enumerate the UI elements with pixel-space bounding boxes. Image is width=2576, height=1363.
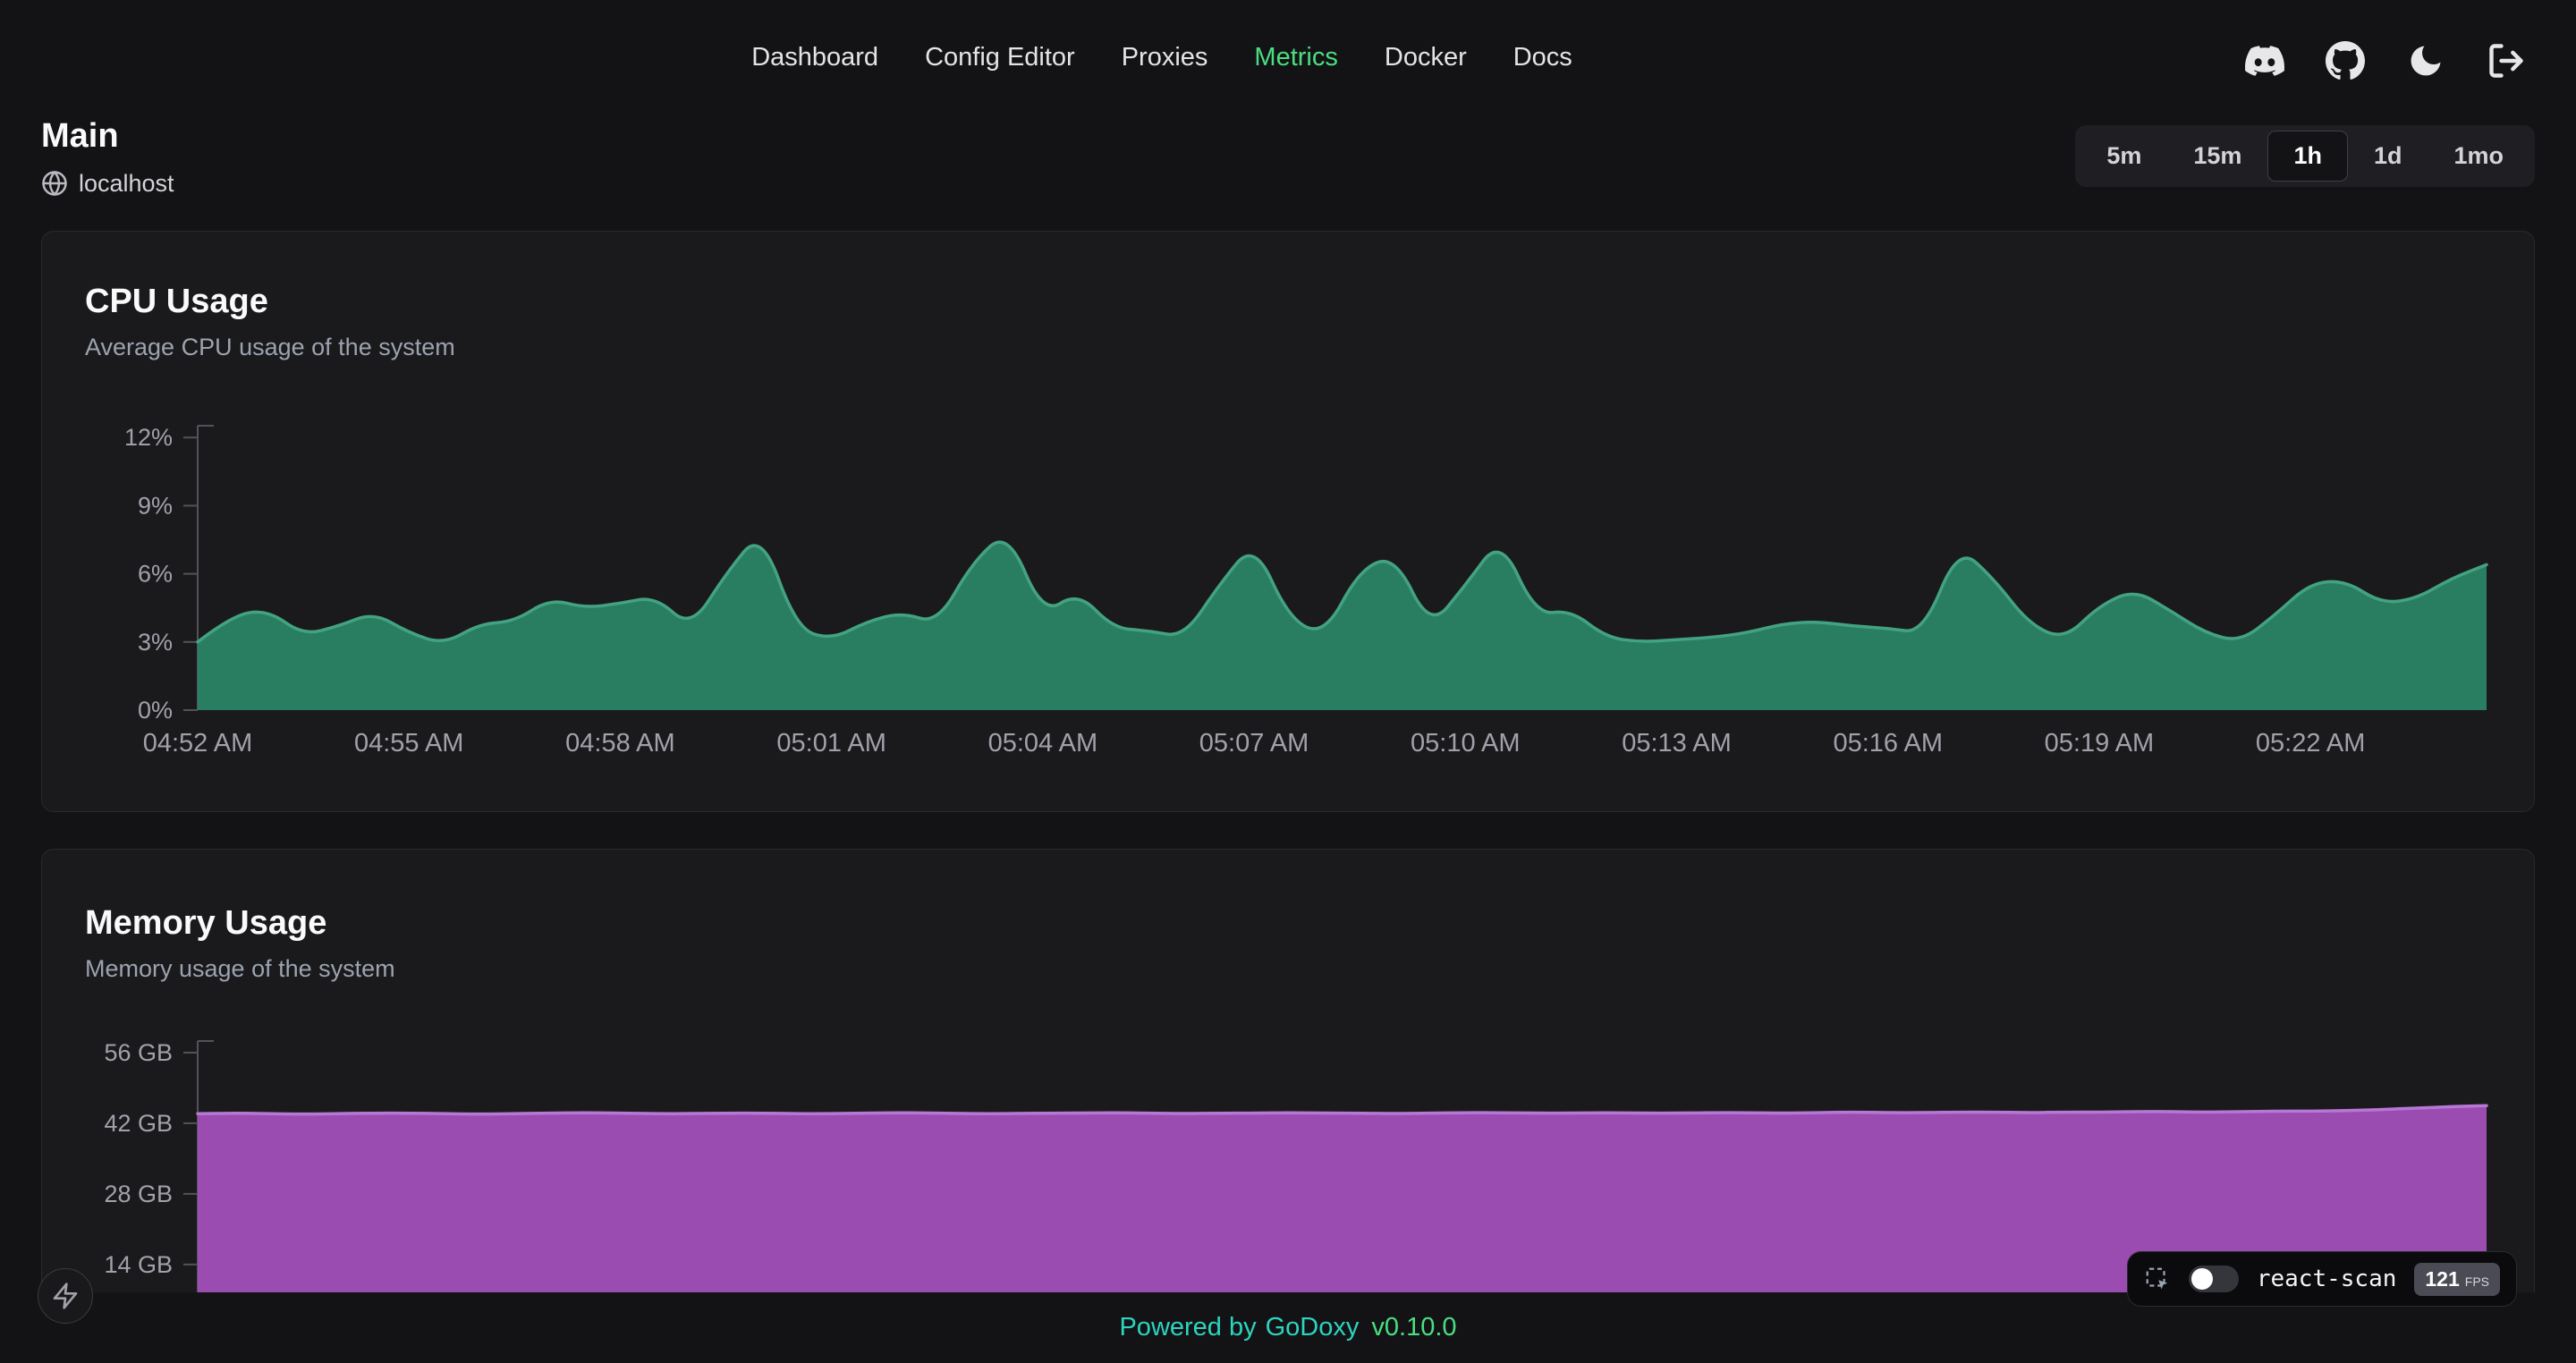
host-label: localhost bbox=[79, 169, 174, 197]
powered-by-label: Powered by bbox=[1119, 1313, 1257, 1342]
time-range-1mo[interactable]: 1mo bbox=[2428, 131, 2529, 182]
page-header: Main localhost 5m 15m 1h 1d 1mo bbox=[0, 93, 2576, 199]
cpu-usage-chart: 0% 3% 6% 9% 12% 04:52 AM 04:55 AM 04:58 AM 05:01… bbox=[124, 424, 2488, 758]
time-range-selector: 5m 15m 1h 1d 1mo bbox=[2075, 125, 2535, 187]
svg-text:04:52 AM: 04:52 AM bbox=[143, 729, 253, 758]
svg-text:05:13 AM: 05:13 AM bbox=[1622, 729, 1732, 758]
cpu-card-subtitle: Average CPU usage of the system bbox=[85, 334, 455, 360]
fps-value: 121 bbox=[2425, 1266, 2460, 1291]
cpu-usage-card: CPU Usage Average CPU usage of the syste… bbox=[41, 231, 2535, 812]
top-nav: Dashboard Config Editor Proxies Metrics … bbox=[751, 43, 1572, 72]
svg-text:0%: 0% bbox=[138, 697, 173, 724]
svg-text:3%: 3% bbox=[138, 629, 173, 656]
svg-text:56 GB: 56 GB bbox=[104, 1039, 173, 1066]
nav-config-editor[interactable]: Config Editor bbox=[925, 43, 1075, 72]
time-range-5m[interactable]: 5m bbox=[2080, 131, 2167, 182]
svg-text:04:58 AM: 04:58 AM bbox=[565, 729, 675, 758]
svg-text:05:19 AM: 05:19 AM bbox=[2045, 729, 2155, 758]
memory-card-subtitle: Memory usage of the system bbox=[85, 955, 395, 982]
fps-unit: FPS bbox=[2464, 1274, 2489, 1289]
svg-text:05:16 AM: 05:16 AM bbox=[1833, 729, 1943, 758]
top-bar: Dashboard Config Editor Proxies Metrics … bbox=[0, 0, 2576, 93]
react-scan-toolbar: react-scan 121 FPS bbox=[2126, 1251, 2517, 1307]
svg-text:05:01 AM: 05:01 AM bbox=[776, 729, 886, 758]
svg-text:05:10 AM: 05:10 AM bbox=[1411, 729, 1521, 758]
nav-metrics[interactable]: Metrics bbox=[1254, 43, 1338, 72]
toggle-knob bbox=[2190, 1268, 2213, 1290]
svg-text:12%: 12% bbox=[124, 424, 173, 451]
svg-text:14 GB: 14 GB bbox=[104, 1251, 173, 1278]
host-row: localhost bbox=[41, 168, 174, 199]
github-icon[interactable] bbox=[2326, 41, 2365, 80]
svg-text:05:07 AM: 05:07 AM bbox=[1199, 729, 1309, 758]
top-nav-icons bbox=[2245, 41, 2526, 80]
nav-proxies[interactable]: Proxies bbox=[1121, 43, 1208, 72]
react-scan-label: react-scan bbox=[2256, 1266, 2397, 1292]
memory-usage-card: Memory Usage Memory usage of the system … bbox=[41, 849, 2535, 1363]
godoxy-link[interactable]: GoDoxy bbox=[1265, 1313, 1360, 1342]
time-range-1h[interactable]: 1h bbox=[2267, 131, 2348, 182]
globe-icon bbox=[42, 171, 67, 196]
memory-card-title: Memory Usage bbox=[85, 904, 327, 942]
nav-docker[interactable]: Docker bbox=[1384, 43, 1467, 72]
nav-dashboard[interactable]: Dashboard bbox=[751, 43, 879, 72]
version-label: v0.10.0 bbox=[1371, 1313, 1457, 1342]
cpu-card-title: CPU Usage bbox=[85, 283, 268, 320]
inspect-icon[interactable] bbox=[2144, 1266, 2171, 1292]
time-range-15m[interactable]: 15m bbox=[2167, 131, 2267, 182]
svg-text:9%: 9% bbox=[138, 492, 173, 519]
lightning-icon bbox=[53, 1283, 78, 1309]
logout-icon[interactable] bbox=[2487, 41, 2526, 80]
lightning-button[interactable] bbox=[38, 1268, 93, 1324]
nav-docs[interactable]: Docs bbox=[1513, 43, 1572, 72]
host-block: Main localhost bbox=[41, 116, 174, 199]
memory-usage-chart: 14 GB 28 GB 42 GB 56 GB bbox=[104, 1039, 2488, 1293]
svg-text:28 GB: 28 GB bbox=[104, 1181, 173, 1207]
svg-text:6%: 6% bbox=[138, 561, 173, 588]
time-range-1d[interactable]: 1d bbox=[2348, 131, 2428, 182]
discord-icon[interactable] bbox=[2245, 41, 2284, 80]
dark-mode-icon[interactable] bbox=[2406, 41, 2445, 80]
svg-text:04:55 AM: 04:55 AM bbox=[354, 729, 464, 758]
svg-text:42 GB: 42 GB bbox=[104, 1110, 173, 1137]
react-scan-toggle[interactable] bbox=[2188, 1266, 2239, 1292]
fps-badge: 121 FPS bbox=[2414, 1262, 2500, 1296]
svg-text:05:04 AM: 05:04 AM bbox=[988, 729, 1098, 758]
page-title: Main bbox=[41, 117, 119, 155]
svg-text:05:22 AM: 05:22 AM bbox=[2256, 729, 2366, 758]
